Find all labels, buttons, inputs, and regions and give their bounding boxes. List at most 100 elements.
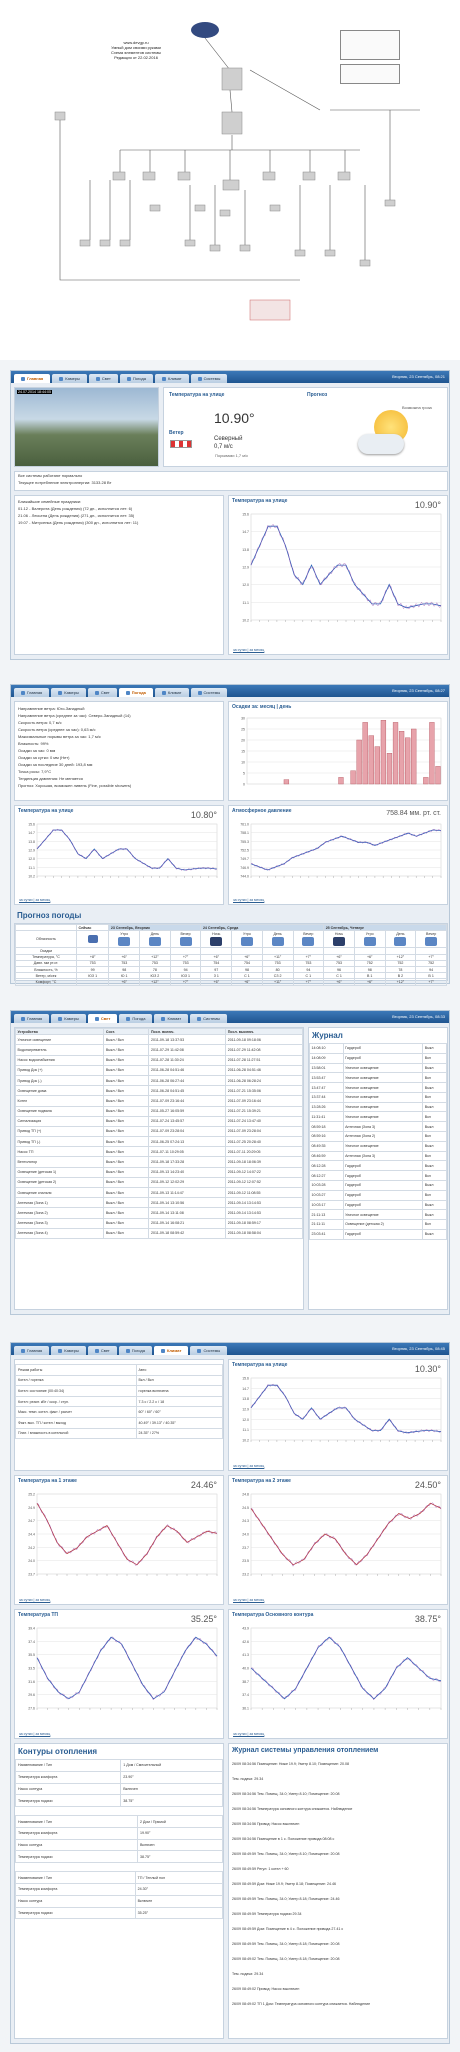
tab-cameras[interactable]: Камеры [52, 374, 87, 383]
wind-label: Ветер [169, 430, 184, 436]
table-cell: 10:03:28 [309, 1179, 344, 1191]
period-links[interactable]: за сутки | за месяц [233, 648, 265, 652]
table-cell: 35.25° [134, 1906, 224, 1920]
table-cell: Температура комфорта [15, 1826, 138, 1840]
weather-icon [210, 936, 223, 946]
forecast-day-header: 23 Сентябрь, Вторник [108, 923, 202, 932]
tab-climate[interactable]: Климат [155, 374, 189, 383]
state-toggle[interactable]: Выкл / Вкл [103, 1207, 150, 1219]
table-cell: Гардероб [342, 1160, 424, 1172]
state-toggle[interactable]: Выкл / Вкл [103, 1176, 150, 1189]
tab-systems[interactable]: Системы [190, 1346, 228, 1355]
state-toggle[interactable]: Выкл / Вкл [103, 1156, 150, 1168]
tab-weather[interactable]: Погода [118, 1346, 152, 1355]
state-toggle[interactable]: Выкл / Вкл [103, 1125, 150, 1138]
table-cell: 2011-07-11 20:29:05 [225, 1146, 303, 1158]
tab-cameras[interactable]: Камеры [51, 1014, 86, 1023]
camera-view[interactable]: 24.07.2014 18:44:05 [14, 387, 159, 467]
journal-line: 26/09 08:49:59 Тем. Помещ. 34.0; Уметр 8… [232, 1897, 340, 1901]
tab-light[interactable]: Свет [87, 1014, 118, 1023]
period-links[interactable]: за сутки | за месяц [233, 1464, 265, 1468]
state-toggle[interactable]: Выкл / Вкл [103, 1054, 150, 1066]
journal-row: 08:46:59 Аптечная (Зона 3) Вкл [309, 1150, 447, 1162]
contour-row: Наименование / Тип 2 Дом / Прямой [15, 1815, 224, 1828]
table-cell: 2011-07-09 23:28:04 [225, 1125, 303, 1138]
table-cell: 2011-07-11 10:29:05 [148, 1146, 227, 1158]
state-toggle[interactable]: Выкл / Вкл [103, 1136, 150, 1148]
series-line [250, 1384, 442, 1434]
period-links[interactable]: за сутки | за месяц [19, 1732, 51, 1736]
period-links[interactable]: за сутки | за месяц [19, 898, 51, 902]
state-toggle[interactable]: Выкл / Вкл [103, 1034, 150, 1046]
table-cell: Гардероб [342, 1199, 424, 1211]
table-cell: Режим работы [15, 1364, 137, 1376]
table-cell: 23:03:41 [309, 1228, 344, 1240]
module-icon [337, 171, 351, 181]
table-cell: 60° / 60° / 60° [135, 1406, 223, 1418]
tab-systems[interactable]: Системы [190, 374, 228, 383]
table-cell: 2011-07-21 15:35:06 [225, 1085, 303, 1097]
table-cell: 13:58:01 [309, 1062, 344, 1074]
state-toggle[interactable]: Выкл / Вкл [103, 1166, 150, 1178]
tab-climate[interactable]: Климат [154, 1014, 189, 1023]
table-cell: 2011-07-25 20:28:40 [225, 1136, 303, 1148]
table-cell: 2011-07-09 23:16:44 [148, 1095, 227, 1107]
state-toggle[interactable]: Выкл / Вкл [103, 1095, 150, 1107]
now-cell [75, 978, 110, 986]
tab-weather[interactable]: Погода [119, 374, 153, 383]
thermometer-icon [161, 690, 166, 695]
tab-light[interactable]: Свет [87, 688, 117, 697]
period-label: Вечер [180, 931, 191, 936]
table-cell: 2011-06-28 04:51:46 [148, 1064, 227, 1076]
weather-detail-line: Осадки за последние 30 дней: 193,8 мм [18, 762, 93, 767]
state-toggle[interactable]: Выкл / Вкл [103, 1197, 150, 1209]
y-tick-label: 20 [241, 739, 245, 743]
journal-line: 26/09 08:49:59 Регул: 1 котел + 60 [232, 1867, 289, 1871]
y-tick-label: 43.9 [242, 1627, 249, 1631]
forecast-period: Ночь [323, 930, 355, 949]
state-toggle[interactable]: Выкл / Вкл [103, 1044, 150, 1056]
period-links[interactable]: за сутки | за месяц [19, 1598, 51, 1602]
tab-label: Погода [132, 376, 146, 381]
tab-cameras[interactable]: Камеры [51, 1346, 86, 1355]
weather-detail-line: Осадки за сутки: 0 мм (Нет) [18, 755, 70, 760]
tab-light[interactable]: Свет [88, 374, 118, 383]
devices-table: Устройство Сост. Посл. включ. Посл. выключ.… [14, 1027, 304, 1310]
birthdays-box: Ближайшие семейные праздники: 01.12 - Ва… [14, 495, 224, 655]
period-links[interactable]: за сутки | за месяц [233, 898, 265, 902]
tab-light[interactable]: Свет [87, 1346, 117, 1355]
panel-weather: Главная Камеры Свет Погода Климат Систем… [10, 684, 450, 986]
journal-line: Тем. подачи: 29.34 [232, 1972, 264, 1976]
tab-systems[interactable]: Системы [190, 688, 228, 697]
tab-climate[interactable]: Климат [154, 688, 189, 697]
tab-home[interactable]: Главная [14, 374, 51, 383]
sun-icon [125, 1348, 130, 1353]
heating-journal: Журнал системы управления отоплением 26/… [228, 1743, 448, 2039]
state-toggle[interactable]: Выкл / Вкл [103, 1217, 150, 1229]
state-toggle[interactable]: Выкл / Вкл [103, 1074, 150, 1087]
tab-climate[interactable]: Климат [153, 1346, 189, 1355]
tab-cameras[interactable]: Камеры [51, 688, 86, 697]
tab-home[interactable]: Главная [14, 1346, 50, 1355]
weather-icon [271, 936, 284, 946]
tab-systems[interactable]: Системы [190, 1014, 227, 1023]
tab-label: Свет [100, 1348, 110, 1353]
state-toggle[interactable]: Выкл / Вкл [103, 1146, 150, 1158]
param-row: Котел: реаит. кВт / скор. / ступ. 7.3 с /… [15, 1395, 223, 1408]
period-links[interactable]: за сутки | за месяц [233, 1732, 265, 1736]
tab-weather[interactable]: Погода [118, 688, 153, 697]
scheme-legend [340, 30, 400, 60]
tab-weather[interactable]: Погода [119, 1014, 153, 1023]
period-links[interactable]: за сутки | за месяц [233, 1598, 265, 1602]
state-toggle[interactable]: Выкл / Вкл [103, 1085, 150, 1097]
table-cell: Аптечная (Зона 3) [342, 1121, 424, 1133]
state-toggle[interactable]: Выкл / Вкл [103, 1115, 150, 1127]
y-tick-label: 24.0 [242, 1533, 249, 1537]
tab-home[interactable]: Главная [14, 1014, 50, 1023]
state-toggle[interactable]: Выкл / Вкл [103, 1186, 150, 1199]
state-toggle[interactable]: Выкл / Вкл [103, 1064, 150, 1076]
state-toggle[interactable]: Выкл / Вкл [103, 1105, 150, 1117]
state-toggle[interactable]: Выкл / Вкл [103, 1227, 150, 1239]
y-tick-label: 37.4 [28, 1640, 35, 1644]
tab-home[interactable]: Главная [14, 688, 50, 697]
